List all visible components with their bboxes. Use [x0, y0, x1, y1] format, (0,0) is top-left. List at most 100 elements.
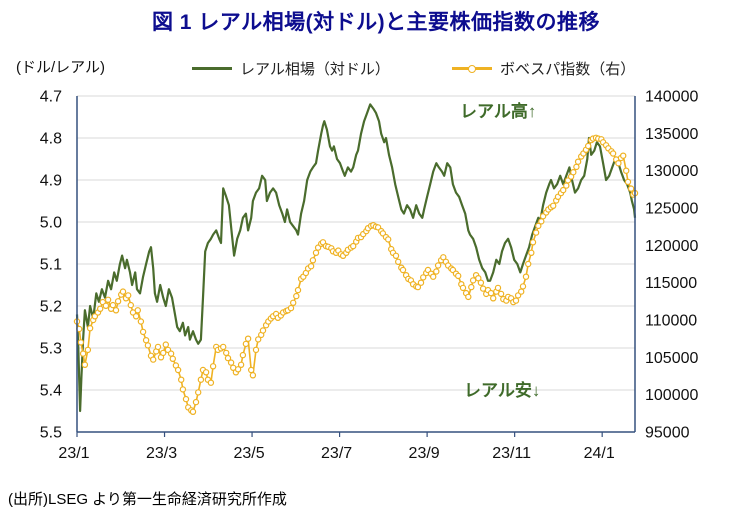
series-marker — [307, 263, 315, 270]
right-axis-tick: 125000 — [645, 201, 698, 218]
series-marker — [177, 376, 185, 383]
series-marker — [455, 272, 462, 280]
x-axis-tick: 24/1 — [584, 445, 615, 462]
series-marker — [624, 178, 632, 186]
series-marker — [469, 277, 477, 284]
x-axis-tick: 23/3 — [146, 445, 177, 462]
series-marker — [202, 369, 210, 376]
series-marker — [192, 398, 200, 406]
series-marker — [96, 305, 104, 312]
legend-item-bovespa: ボベスパ指数（右） — [452, 58, 635, 79]
series-marker — [119, 288, 127, 295]
right-axis-tick: 120000 — [645, 238, 698, 255]
series-marker — [222, 349, 230, 357]
series-marker — [477, 279, 485, 286]
series-marker — [574, 158, 582, 165]
series-marker — [417, 279, 425, 286]
series-marker — [224, 354, 232, 362]
left-axis-tick: 5.1 — [40, 257, 62, 274]
series-marker — [194, 389, 202, 396]
left-axis-tick: 5.3 — [40, 341, 62, 358]
series-marker — [127, 301, 134, 309]
series-marker — [519, 283, 527, 290]
series-marker — [112, 307, 120, 314]
series-marker — [84, 346, 92, 354]
series-marker — [109, 301, 117, 309]
series-marker — [538, 218, 545, 225]
series-marker — [609, 150, 617, 157]
series-marker — [197, 376, 205, 383]
gridlines — [77, 95, 635, 433]
right-axis-tick: 115000 — [645, 275, 697, 292]
left-axis-tick: 4.8 — [40, 131, 62, 148]
left-axis-tick: 4.7 — [40, 89, 62, 106]
series-marker — [255, 336, 262, 343]
series-marker — [430, 273, 437, 280]
series-marker — [350, 242, 357, 250]
series-marker — [182, 395, 190, 403]
x-axis-tick: 23/11 — [492, 445, 531, 462]
series-marker — [550, 202, 557, 209]
page-title: 図 1 レアル相場(対ドル)と主要株価指数の推移 — [151, 11, 601, 34]
series-marker — [525, 260, 532, 268]
x-axis-tick: 23/7 — [321, 445, 352, 462]
series-marker — [139, 328, 147, 336]
series-marker — [528, 249, 535, 256]
right-axis-tick: 100000 — [645, 387, 698, 404]
series-marker — [434, 262, 442, 269]
series-marker — [174, 366, 182, 374]
series-marker — [627, 185, 635, 192]
series-marker — [237, 361, 245, 368]
series-marker — [518, 288, 525, 295]
series-marker — [585, 142, 592, 150]
series-marker — [512, 297, 520, 304]
series-marker — [522, 273, 530, 280]
series-marker — [227, 359, 235, 366]
series-marker — [144, 342, 152, 349]
right-axis-tick: 95000 — [645, 425, 690, 442]
series-marker — [162, 341, 169, 348]
source-note: (出所)LSEG より第一生命経済研究所作成 — [8, 491, 287, 508]
axes — [76, 96, 636, 437]
series-marker — [252, 346, 260, 354]
series-marker — [465, 293, 472, 301]
series-marker — [79, 350, 87, 357]
series-marker — [234, 366, 242, 373]
series-line-0 — [75, 103, 637, 413]
series-marker — [149, 356, 157, 363]
series-marker — [154, 343, 162, 351]
series-marker — [290, 299, 297, 306]
right-axis-tick: 140000 — [645, 89, 698, 106]
real-line-swatch-icon — [192, 67, 232, 70]
series-marker — [615, 159, 622, 167]
series-marker — [137, 318, 145, 325]
series-marker — [414, 283, 422, 291]
series-marker — [189, 408, 197, 415]
series-marker — [490, 295, 497, 302]
series-marker — [242, 340, 250, 348]
series-marker — [487, 289, 495, 297]
left-axis-tick: 5.0 — [40, 215, 62, 232]
series-marker — [623, 167, 630, 174]
series-marker — [497, 290, 505, 298]
legend-item-real: レアル相場（対ドル） — [192, 58, 390, 79]
bovespa-line-swatch-icon — [452, 64, 492, 73]
right-axis-tick: 130000 — [645, 163, 698, 180]
series-marker — [169, 355, 176, 362]
series-marker — [293, 292, 300, 300]
series-marker — [494, 284, 502, 292]
series-marker — [535, 222, 542, 230]
series-marker — [114, 298, 122, 305]
series-marker — [440, 254, 447, 261]
series-marker — [309, 257, 317, 264]
series-line-1 — [76, 137, 636, 413]
series-marker — [81, 361, 89, 368]
annotation-real-weak: レアル安↓ — [464, 381, 541, 400]
series-marker — [249, 372, 257, 379]
series-marker — [433, 268, 440, 275]
left-axis-tick: 5.5 — [40, 425, 62, 442]
series-marker — [312, 249, 320, 256]
series-marker — [563, 182, 570, 189]
series-marker — [134, 307, 141, 314]
